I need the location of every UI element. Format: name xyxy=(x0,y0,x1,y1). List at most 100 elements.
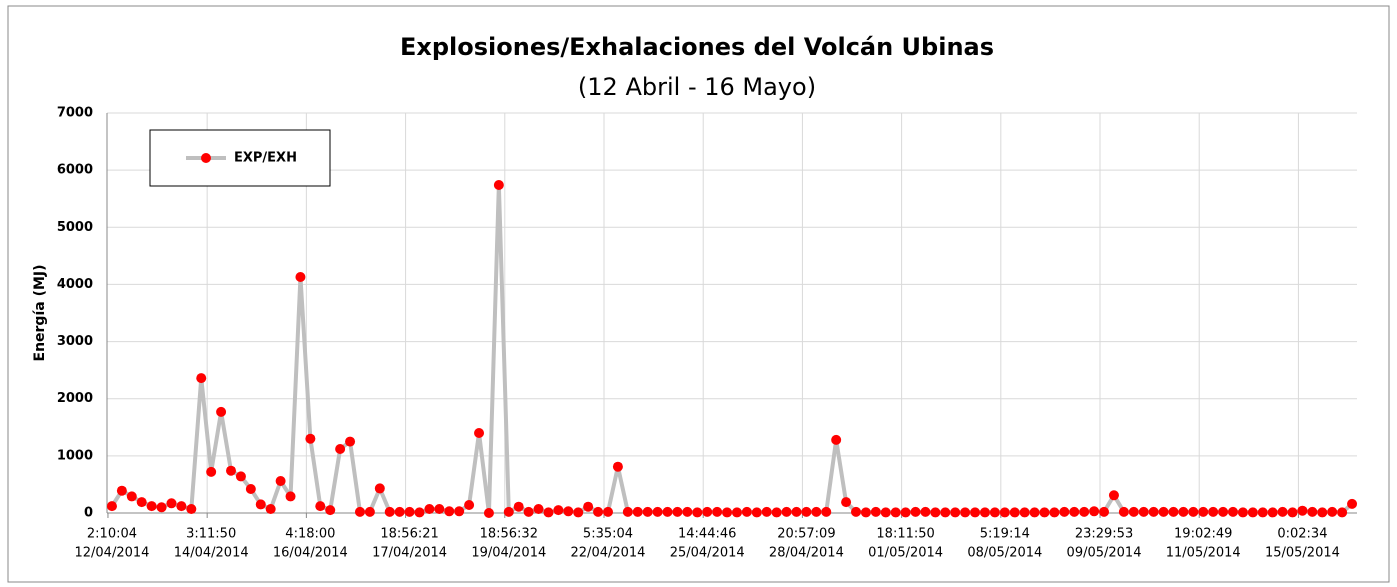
point xyxy=(335,444,346,454)
point xyxy=(1069,506,1080,517)
point xyxy=(563,506,574,517)
point xyxy=(1297,505,1308,516)
x-tick-label: 16/04/2014 xyxy=(273,546,348,561)
x-tick-label: 23:29:53 xyxy=(1075,527,1133,542)
point xyxy=(593,506,604,517)
point xyxy=(682,506,693,517)
point xyxy=(573,507,584,518)
point xyxy=(989,507,1000,518)
point xyxy=(761,506,772,517)
point xyxy=(920,506,931,517)
point xyxy=(652,506,663,517)
point xyxy=(642,506,653,517)
point xyxy=(513,501,524,512)
point xyxy=(226,465,237,476)
point xyxy=(275,476,286,486)
point xyxy=(206,466,217,477)
point xyxy=(1208,506,1219,517)
point xyxy=(553,505,564,516)
point xyxy=(493,180,504,190)
point xyxy=(1009,507,1020,518)
point xyxy=(1317,507,1328,518)
point xyxy=(1267,507,1278,518)
point xyxy=(245,484,256,494)
point xyxy=(543,507,554,518)
legend-box xyxy=(149,129,331,187)
point xyxy=(1337,507,1348,518)
point xyxy=(1029,507,1040,518)
point xyxy=(1188,506,1199,517)
point xyxy=(1148,506,1159,517)
point xyxy=(1218,506,1229,517)
point xyxy=(1198,506,1209,517)
point xyxy=(622,506,633,517)
point xyxy=(156,502,167,513)
point xyxy=(354,506,365,517)
point xyxy=(870,506,881,517)
point xyxy=(771,507,782,518)
point xyxy=(216,406,227,417)
point xyxy=(1138,506,1149,517)
point xyxy=(1257,507,1268,518)
y-tick-label: 1000 xyxy=(57,448,93,463)
point xyxy=(106,501,117,512)
point xyxy=(265,504,276,514)
x-tick-label: 18:11:50 xyxy=(876,527,934,542)
point xyxy=(860,507,871,518)
point xyxy=(235,471,246,482)
y-tick-label: 2000 xyxy=(57,391,93,406)
point xyxy=(1347,498,1358,509)
point xyxy=(374,483,385,494)
y-tick-label: 5000 xyxy=(57,220,93,235)
chart-title: Explosiones/Exhalaciones del Volcán Ubin… xyxy=(400,33,994,61)
point xyxy=(1108,490,1119,501)
point xyxy=(851,506,862,517)
point xyxy=(1277,506,1288,517)
x-tick-label: 28/04/2014 xyxy=(769,546,844,561)
point xyxy=(831,434,842,445)
x-tick-label: 4:18:00 xyxy=(285,527,335,542)
point xyxy=(821,506,832,517)
legend-label: EXP/EXH xyxy=(234,151,297,166)
point xyxy=(533,504,544,514)
point xyxy=(970,507,981,518)
point xyxy=(186,504,197,514)
chart-border xyxy=(7,5,1390,583)
point xyxy=(1099,506,1110,517)
legend-marker xyxy=(201,153,211,163)
x-tick-label: 19/04/2014 xyxy=(471,546,546,561)
x-tick-label: 18:56:21 xyxy=(380,527,438,542)
point xyxy=(910,506,921,517)
point xyxy=(1019,507,1030,518)
point xyxy=(940,507,951,518)
point xyxy=(364,506,375,517)
point xyxy=(1227,506,1238,517)
x-tick-label: 5:35:04 xyxy=(583,527,633,542)
point xyxy=(325,505,336,516)
point xyxy=(801,506,812,517)
point xyxy=(960,507,971,518)
point xyxy=(900,507,911,518)
point xyxy=(880,507,891,518)
x-tick-label: 3:11:50 xyxy=(186,527,236,542)
point xyxy=(583,501,594,512)
x-tick-label: 2:10:04 xyxy=(87,527,137,542)
point xyxy=(166,498,177,509)
point xyxy=(702,506,713,517)
x-tick-label: 11/05/2014 xyxy=(1166,546,1241,561)
point xyxy=(722,507,733,518)
x-tick-label: 18:56:32 xyxy=(480,527,538,542)
point xyxy=(295,272,306,282)
x-tick-label: 22/04/2014 xyxy=(571,546,646,561)
point xyxy=(404,506,415,517)
point xyxy=(1039,507,1050,518)
x-tick-label: 09/05/2014 xyxy=(1067,546,1142,561)
point xyxy=(503,506,514,517)
x-tick-label: 14/04/2014 xyxy=(174,546,249,561)
x-tick-label: 5:19:14 xyxy=(980,527,1030,542)
point xyxy=(1168,506,1179,517)
point xyxy=(1327,506,1338,517)
point xyxy=(999,507,1010,518)
point xyxy=(1307,506,1318,517)
